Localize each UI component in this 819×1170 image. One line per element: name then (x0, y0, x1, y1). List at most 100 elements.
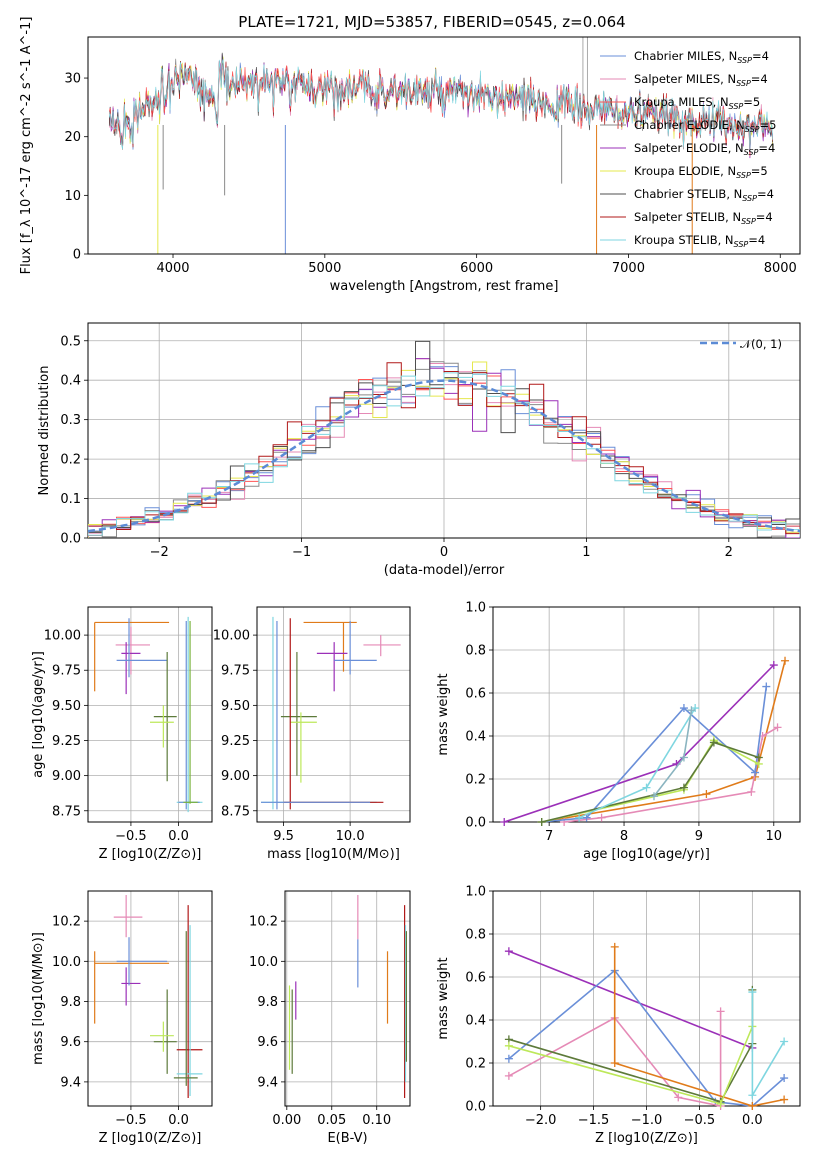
y-axis-label: mass weight (436, 673, 451, 755)
legend-name: Kroupa MILES, N (634, 95, 729, 109)
x-tick-label: 0.0 (168, 829, 189, 844)
weight-marker (575, 813, 584, 822)
x-tick-label: −0.5 (115, 829, 147, 844)
legend-sub: SSP (736, 171, 751, 180)
weight-marker (500, 818, 509, 826)
legend-name: Salpeter ELODIE, N (634, 141, 744, 155)
y-tick-label: 0.8 (465, 928, 486, 943)
weight-marker (504, 1041, 513, 1050)
legend-label: 𝒩(0, 1) (740, 337, 782, 351)
y-tick-label: 0.4 (465, 730, 486, 745)
y-tick-label: 0.4 (465, 1014, 486, 1029)
y-tick-label: 0.2 (465, 1057, 486, 1072)
legend-nssp: =5 (760, 118, 777, 132)
x-tick-label: 9 (695, 829, 703, 844)
weight-marker (780, 1095, 789, 1104)
legend-nssp: =4 (756, 210, 773, 224)
y-axis-label: age [log10(age/yr)] (31, 651, 46, 778)
x-tick-label: 0.0 (742, 1113, 763, 1128)
y-tick-label: 9.00 (52, 769, 81, 784)
Z-age-frame (87, 606, 213, 823)
weight-marker (751, 768, 760, 777)
legend-name: Salpeter MILES, N (634, 72, 736, 86)
y-tick-label: 10.2 (249, 915, 278, 930)
legend-label: Chabrier STELIB, NSSP=4 (634, 187, 774, 203)
weight-marker (679, 753, 688, 762)
legend-sub: SSP (734, 240, 749, 249)
weight-marker (504, 947, 513, 956)
weight-marker (679, 783, 688, 792)
x-axis-label: Z [log10(Z/Z⊙)] (99, 847, 202, 862)
y-tick-label: 0.5 (60, 334, 81, 349)
weight-marker (610, 1059, 619, 1067)
y-tick-label: 9.4 (60, 1075, 81, 1090)
y-tick-label: 9.25 (52, 734, 81, 749)
weight-marker (504, 1054, 513, 1063)
x-axis-label: mass [log10(M/M⊙)] (267, 847, 400, 862)
legend-label: Salpeter ELODIE, NSSP=4 (634, 141, 775, 157)
y-tick-label: 9.25 (221, 734, 250, 749)
x-tick-label: −2 (150, 545, 169, 560)
x-tick-label: 0 (440, 545, 448, 560)
legend-label: Salpeter STELIB, NSSP=4 (634, 210, 773, 226)
y-tick-label: 9.50 (52, 699, 81, 714)
y-tick-label: 9.4 (257, 1075, 278, 1090)
weight-marker (504, 1071, 513, 1080)
chart-title: PLATE=1721, MJD=53857, FIBERID=0545, z=0… (238, 13, 625, 31)
y-tick-label: 1.0 (465, 601, 486, 616)
x-tick-label: −1.0 (631, 1113, 663, 1128)
y-tick-label: 0.2 (60, 453, 81, 468)
legend-name: Chabrier STELIB, N (634, 187, 742, 201)
legend-sub: SSP (745, 125, 760, 134)
legend-name: Kroupa ELODIE, N (634, 164, 736, 178)
x-tick-label: 9.5 (273, 829, 294, 844)
legend-nssp: =4 (752, 49, 769, 63)
x-tick-label: −1 (292, 545, 311, 560)
y-axis-label: Normed distribution (37, 366, 52, 496)
EBV-mass-frame (284, 890, 411, 1107)
legend-label: Kroupa MILES, NSSP=5 (634, 95, 760, 111)
y-tick-label: 0 (73, 248, 81, 263)
x-tick-label: −0.5 (115, 1113, 147, 1128)
legend-sub: SSP (742, 194, 757, 203)
weight-marker (781, 656, 790, 665)
weight-marker (537, 818, 546, 826)
x-tick-label: 0.05 (317, 1113, 346, 1128)
legend-sub: SSP (741, 217, 756, 226)
x-tick-label: −0.5 (684, 1113, 716, 1128)
legend-name: Chabrier MILES, N (634, 49, 737, 63)
weight-marker (748, 1102, 757, 1110)
legend-nssp: =4 (758, 141, 775, 155)
weight-marker (716, 1007, 725, 1016)
mass-age-frame (256, 606, 411, 823)
x-axis-label: age [log10(age/yr)] (583, 847, 710, 862)
x-tick-label: 0.00 (272, 1113, 301, 1128)
weight-line (541, 741, 760, 823)
weight-marker (773, 723, 782, 732)
weight-marker (679, 704, 688, 713)
y-tick-label: 8.75 (221, 804, 250, 819)
x-tick-label: 1 (582, 545, 590, 560)
y-tick-label: 9.75 (221, 664, 250, 679)
x-tick-label: −1.5 (578, 1113, 610, 1128)
legend-sub: SSP (737, 56, 752, 65)
normal-curve (88, 379, 800, 533)
y-tick-label: 10 (64, 189, 81, 204)
spectrum-lines (108, 37, 774, 254)
y-tick-label: 9.00 (221, 769, 250, 784)
weight-marker (716, 1099, 725, 1108)
weight-marker (597, 813, 606, 822)
age-weight-frame (492, 606, 801, 823)
y-tick-label: 8.75 (52, 804, 81, 819)
weight-marker (748, 1091, 757, 1100)
x-tick-label: 2 (725, 545, 733, 560)
weight-marker (754, 753, 763, 762)
y-tick-label: 10.0 (52, 955, 81, 970)
y-tick-label: 0.3 (60, 413, 81, 428)
weight-marker (769, 661, 778, 670)
y-tick-label: 0.2 (465, 773, 486, 788)
spectrum-frame (87, 36, 801, 255)
legend-label: Kroupa ELODIE, NSSP=5 (634, 164, 768, 180)
legend-label: Chabrier ELODIE, NSSP=5 (634, 118, 776, 134)
